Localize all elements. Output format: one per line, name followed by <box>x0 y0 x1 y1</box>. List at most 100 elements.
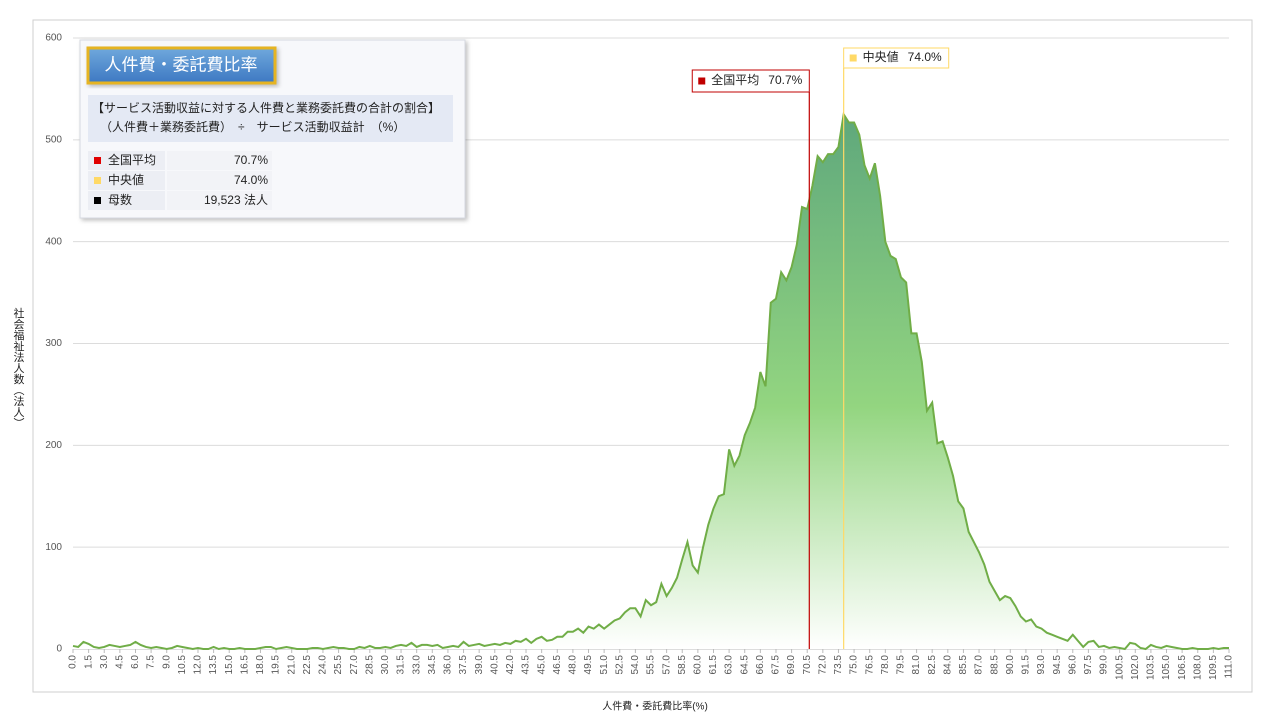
y-tick-label: 200 <box>45 440 62 451</box>
stats-name-cell <box>88 151 165 170</box>
stats-swatch <box>94 197 101 204</box>
x-tick-label: 79.5 <box>896 655 907 675</box>
area-line <box>72 111 1229 651</box>
x-tick-label: 55.5 <box>646 655 657 675</box>
x-tick-label: 94.5 <box>1052 655 1063 675</box>
x-tick-label: 0.0 <box>68 655 79 669</box>
stats-name-cell <box>88 171 165 190</box>
x-tick-label: 99.0 <box>1099 655 1110 675</box>
y-tick-label: 0 <box>56 644 62 655</box>
x-tick-label: 82.5 <box>927 655 938 675</box>
stats-table: 全国平均 70.7% 中央値 74.0% 母数 19,523 法人 <box>88 151 272 210</box>
x-tick-label: 31.5 <box>396 655 407 675</box>
reference-swatch <box>849 54 857 62</box>
x-tick-label: 1.5 <box>83 655 94 669</box>
stats-value: 19,523 法人 <box>204 193 268 207</box>
reference-label: 全国平均 70.7% <box>691 69 810 93</box>
x-tick-label: 51.0 <box>599 655 610 675</box>
x-tick-label: 96.0 <box>1067 655 1078 675</box>
info-box: 人件費・委託費比率 【サービス活動収益に対する人件費と業務委託費の合計の割合】 … <box>79 39 466 219</box>
subtitle: （人件費＋業務委託費） ÷ サービス活動収益計 （%） <box>100 119 405 134</box>
stats-name: 中央値 <box>108 172 144 187</box>
area-fill <box>73 114 1229 649</box>
stats-value-cell <box>167 151 272 170</box>
x-tick-label: 19.5 <box>271 655 282 675</box>
stats-value-cell <box>167 171 272 190</box>
x-tick-label: 7.5 <box>146 655 157 669</box>
stats-value: 74.0% <box>234 173 268 187</box>
x-tick-label: 106.5 <box>1177 655 1188 680</box>
x-tick-label: 102.0 <box>1130 655 1141 680</box>
x-tick-label: 91.5 <box>1021 655 1032 675</box>
x-tick-label: 12.0 <box>193 655 204 675</box>
x-tick-label: 111.0 <box>1224 655 1235 679</box>
y-tick-label: 500 <box>45 134 62 145</box>
stats-value-cell <box>167 191 272 210</box>
stats-name: 母数 <box>108 192 132 207</box>
x-tick-label: 90.0 <box>1005 655 1016 675</box>
x-tick-label: 48.0 <box>568 655 579 675</box>
x-tick-label: 108.0 <box>1192 655 1203 680</box>
x-tick-label: 109.5 <box>1208 655 1219 680</box>
x-tick-label: 49.5 <box>583 655 594 675</box>
y-tick-label: 300 <box>45 338 62 349</box>
x-tick-label: 27.0 <box>349 655 360 675</box>
x-tick-label: 66.0 <box>755 655 766 675</box>
x-tick-label: 105.0 <box>1161 655 1172 680</box>
x-tick-label: 64.5 <box>739 655 750 675</box>
x-tick-label: 75.0 <box>849 655 860 675</box>
x-tick-label: 43.5 <box>521 655 532 675</box>
x-tick-label: 6.0 <box>130 655 141 669</box>
x-tick-label: 40.5 <box>489 655 500 675</box>
x-tick-label: 103.5 <box>1146 655 1157 680</box>
x-tick-label: 69.0 <box>786 655 797 675</box>
x-tick-label: 3.0 <box>99 655 110 669</box>
x-tick-label: 28.5 <box>364 655 375 675</box>
x-tick-label: 58.5 <box>677 655 688 675</box>
reference-value: 74.0% <box>908 50 942 64</box>
x-tick-label: 57.0 <box>661 655 672 675</box>
x-tick-label: 37.5 <box>458 655 469 675</box>
stats-value: 70.7% <box>234 153 268 167</box>
x-tick-label: 73.5 <box>833 655 844 675</box>
x-tick-label: 85.5 <box>958 655 969 675</box>
x-tick-label: 42.0 <box>505 655 516 675</box>
x-tick-label: 21.0 <box>286 655 297 675</box>
y-tick-label: 600 <box>45 33 62 44</box>
x-tick-label: 24.0 <box>318 655 329 675</box>
x-tick-label: 30.0 <box>380 655 391 675</box>
x-tick-label: 13.5 <box>208 655 219 675</box>
x-tick-label: 10.5 <box>177 655 188 675</box>
x-tick-label: 52.5 <box>614 655 625 675</box>
x-tick-label: 67.5 <box>771 655 782 675</box>
x-axis-label: 人件費・委託費比率(%) <box>602 700 708 713</box>
reference-name: 中央値 <box>863 49 899 64</box>
x-tick-label: 63.0 <box>724 655 735 675</box>
x-tick-label: 100.5 <box>1114 655 1125 680</box>
x-tick-label: 93.0 <box>1036 655 1047 675</box>
x-tick-label: 15.0 <box>224 655 235 675</box>
stats-name: 全国平均 <box>108 152 156 167</box>
x-tick-label: 78.0 <box>880 655 891 675</box>
reference-label: 中央値 74.0% <box>843 47 950 69</box>
stats-swatch <box>94 157 101 164</box>
x-tick-label: 88.5 <box>989 655 1000 675</box>
subtitle: 【サービス活動収益に対する人件費と業務委託費の合計の割合】 <box>92 100 440 115</box>
x-tick-label: 45.0 <box>536 655 547 675</box>
x-tick-label: 76.5 <box>864 655 875 675</box>
reference-name: 全国平均 <box>711 72 759 87</box>
x-tick-label: 34.5 <box>427 655 438 675</box>
x-tick-label: 87.0 <box>974 655 985 675</box>
x-tick-label: 54.0 <box>630 655 641 675</box>
x-tick-label: 46.5 <box>552 655 563 675</box>
formula-box <box>88 95 453 142</box>
x-tick-label: 18.0 <box>255 655 266 675</box>
reference-value: 70.7% <box>768 73 802 87</box>
x-tick-label: 70.5 <box>802 655 813 675</box>
x-tick-label: 97.5 <box>1083 655 1094 675</box>
reference-label-box <box>843 47 950 69</box>
stats-swatch <box>94 177 101 184</box>
x-tick-label: 22.5 <box>302 655 313 675</box>
x-tick-label: 39.0 <box>474 655 485 675</box>
